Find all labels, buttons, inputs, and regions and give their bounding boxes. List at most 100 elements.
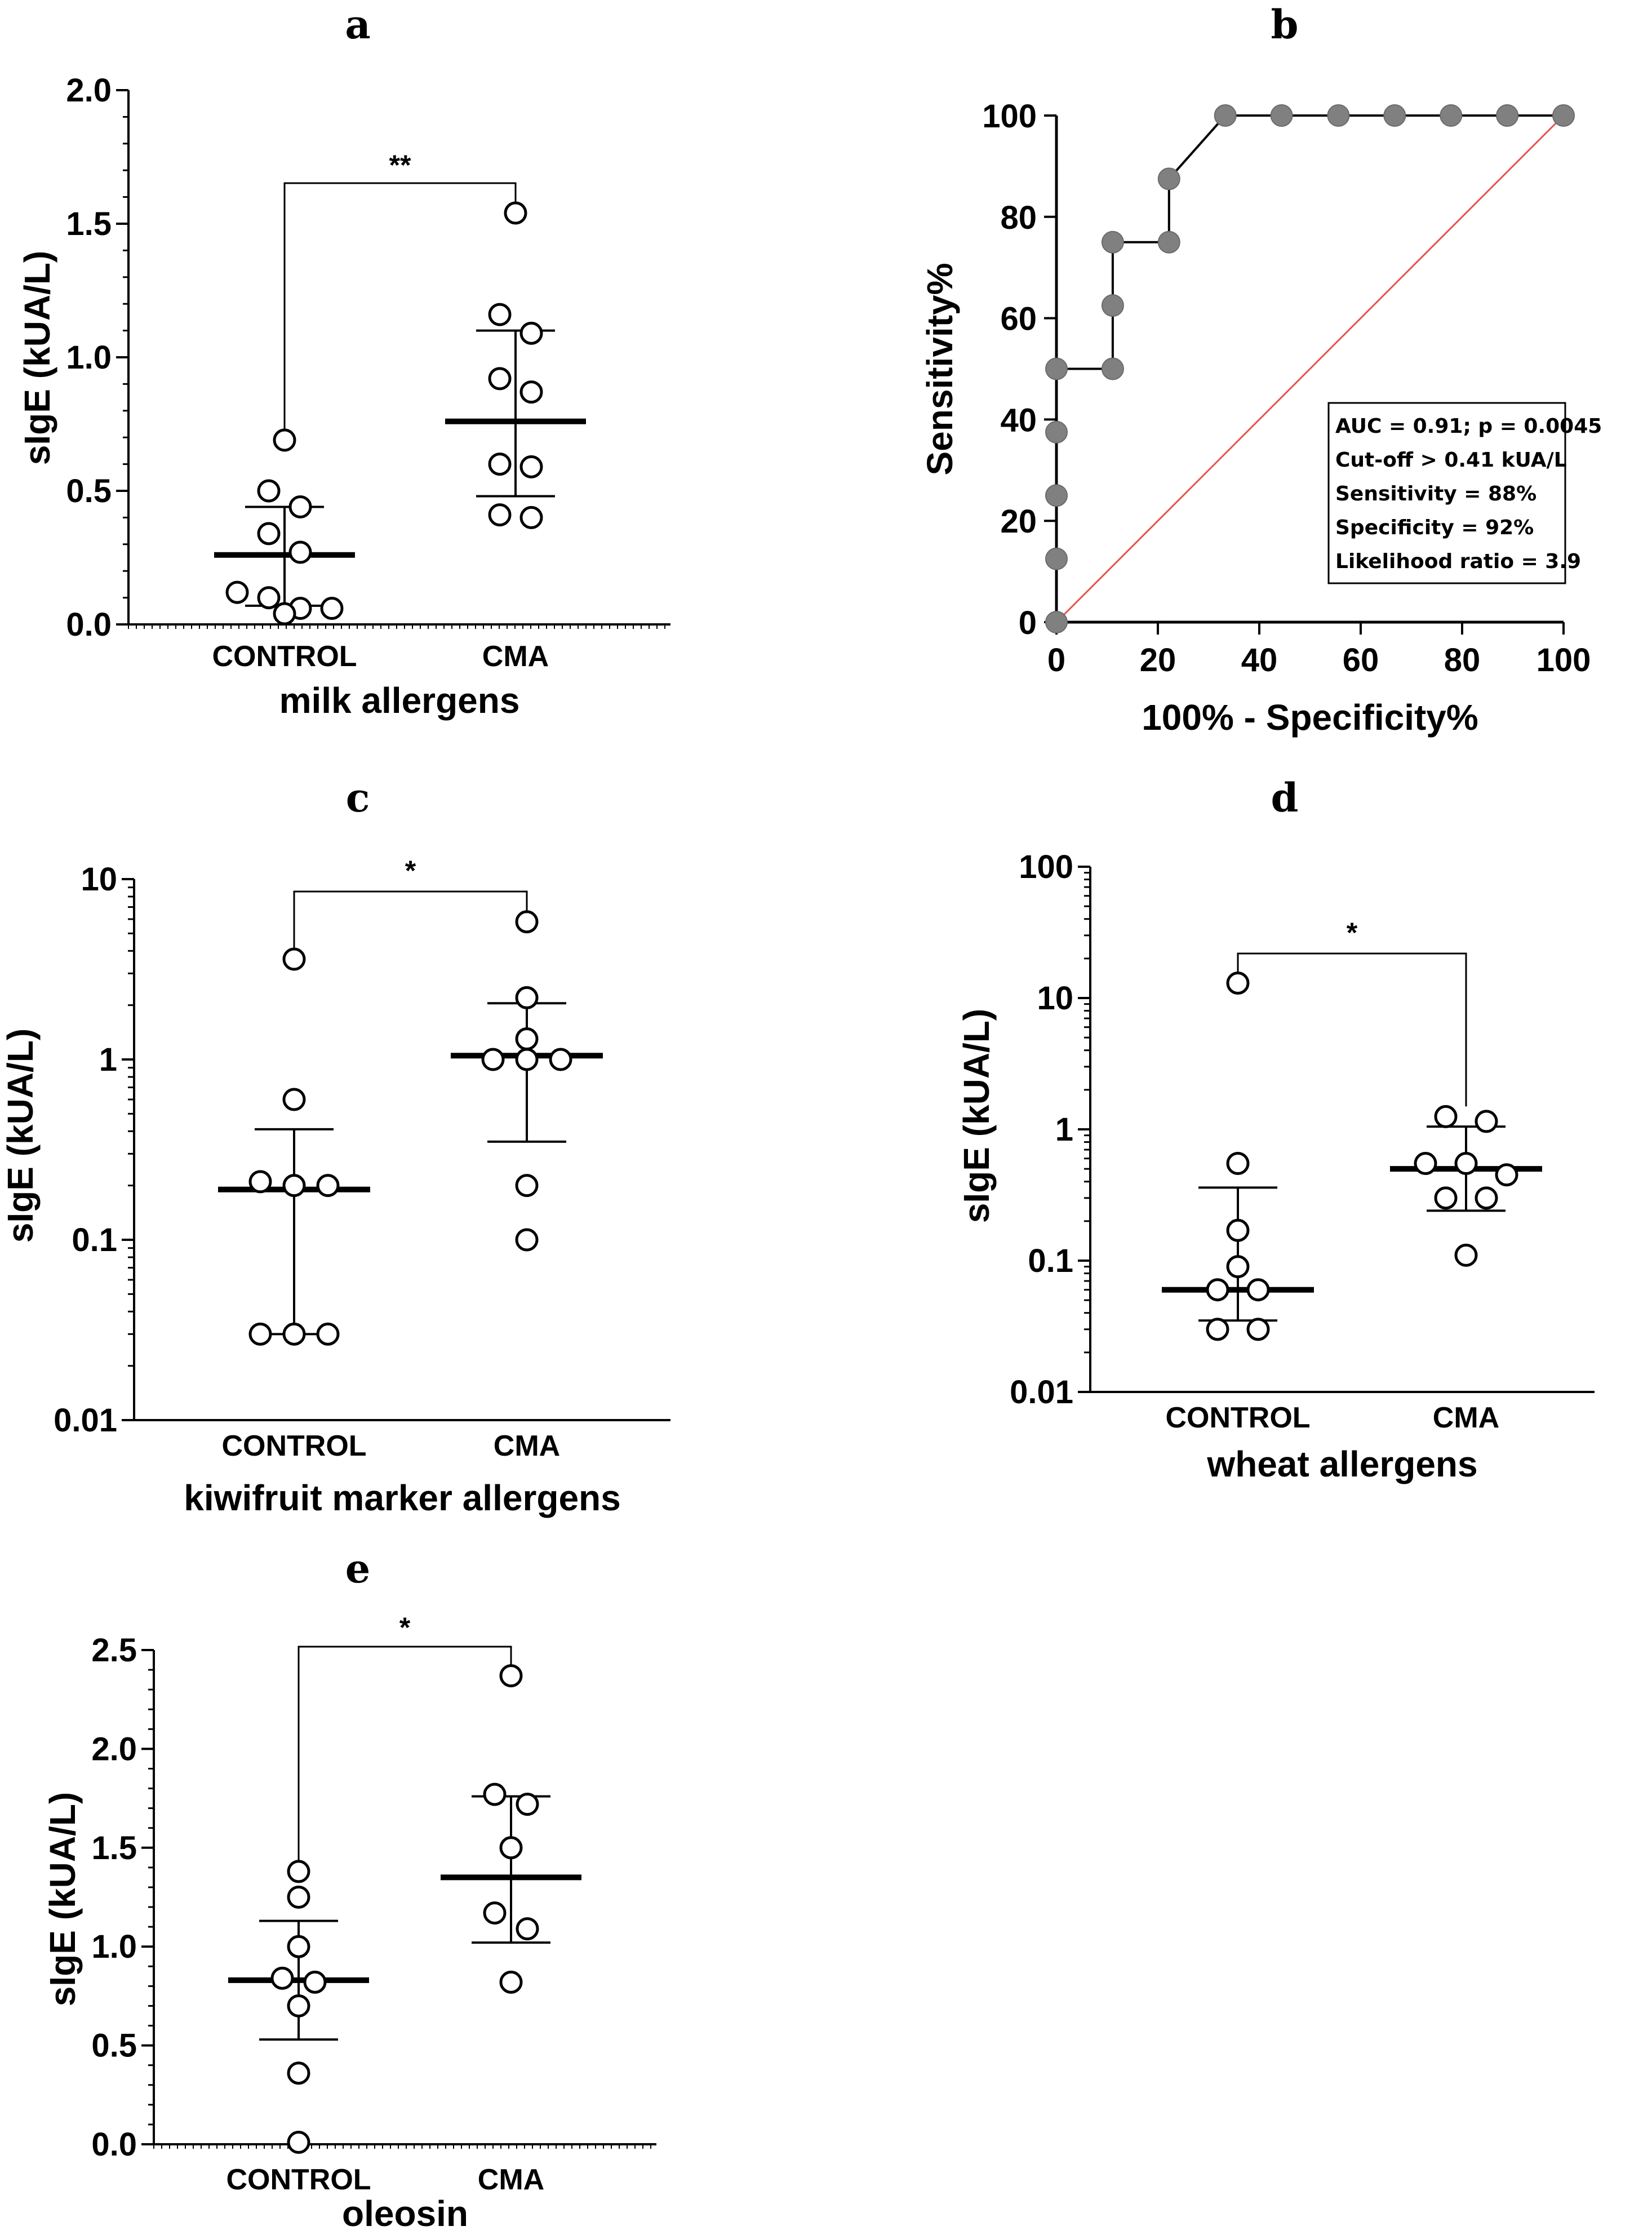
y-tick-label: 60 — [1000, 301, 1037, 338]
x-category-label: CONTROL — [212, 640, 357, 673]
x-category-label: CONTROL — [1165, 1402, 1310, 1434]
y-axis-title: sIgE (kUA/L) — [0, 1028, 41, 1243]
data-point — [515, 1048, 539, 1071]
data-point — [1434, 1186, 1458, 1210]
x-axis-title: oleosin — [342, 2193, 468, 2234]
x-tick-label: 100 — [1536, 642, 1591, 679]
data-point — [273, 428, 296, 452]
data-point — [287, 2130, 310, 2154]
data-point — [282, 947, 306, 971]
data-point — [288, 495, 312, 518]
significance-label: ** — [389, 149, 411, 181]
x-tick-label: 60 — [1343, 642, 1379, 679]
y-tick-label: 0.5 — [91, 2028, 137, 2064]
roc-point — [1045, 420, 1068, 444]
y-axis-title: sIgE (kUA/L) — [17, 251, 57, 465]
data-point — [499, 1970, 523, 1994]
data-point — [488, 453, 512, 476]
y-tick-label: 0.01 — [1010, 1374, 1073, 1411]
y-tick-label: 1 — [1055, 1111, 1073, 1148]
data-point — [488, 367, 512, 391]
data-point — [519, 455, 543, 478]
roc-point — [1101, 357, 1124, 380]
data-point — [1434, 1105, 1458, 1128]
stats-line: Specificity = 92% — [1335, 516, 1534, 539]
data-point — [1495, 1163, 1518, 1187]
significance-bracket — [293, 890, 528, 949]
data-point — [287, 1860, 310, 1883]
data-point — [488, 303, 512, 326]
y-tick-label: 0.0 — [66, 606, 112, 643]
roc-point — [1157, 230, 1180, 254]
significance-label: * — [1347, 917, 1358, 948]
y-tick-label: 0.0 — [91, 2126, 137, 2163]
data-point — [1206, 1318, 1229, 1341]
panel-d-wheat-allergens: 0.01 0.1 1 10 100 CONTROL CMA wheat allergens sI… — [956, 849, 1595, 1484]
roc-point — [1440, 104, 1463, 127]
y-tick-label: 100 — [1019, 849, 1073, 885]
data-point — [1475, 1110, 1498, 1133]
data-point — [316, 1322, 340, 1346]
x-axis-title: 100% - Specificity% — [1142, 697, 1478, 738]
stats-line: Cut-off > 0.41 kUA/L — [1335, 449, 1567, 472]
stats-line: Likelihood ratio = 3.9 — [1335, 550, 1581, 573]
data-point — [225, 580, 249, 604]
x-category-label: CMA — [478, 2163, 544, 2196]
stats-line: AUC = 0.91; p = 0.0045 — [1335, 415, 1602, 438]
significance-bracket — [283, 182, 517, 430]
data-point — [483, 1901, 507, 1925]
x-axis-title: milk allergens — [279, 680, 520, 721]
data-point — [499, 1664, 523, 1688]
data-point — [1226, 971, 1250, 995]
x-category-label: CONTROL — [221, 1430, 366, 1462]
data-point — [488, 503, 512, 527]
data-point — [481, 1048, 505, 1071]
data-point — [483, 1782, 507, 1806]
x-tick-label: 0 — [1047, 642, 1065, 679]
data-point — [1246, 1318, 1270, 1341]
y-tick-label: 20 — [1000, 503, 1037, 540]
roc-point — [1552, 104, 1575, 127]
data-point — [519, 380, 543, 404]
y-tick-label: 1 — [99, 1041, 117, 1078]
data-point — [248, 1322, 272, 1346]
roc-point — [1101, 230, 1124, 254]
significance-label: * — [405, 855, 416, 886]
data-point — [288, 540, 312, 564]
panel-letter-d: d — [1271, 774, 1299, 821]
data-point — [515, 1027, 539, 1051]
data-point — [504, 201, 527, 225]
data-point — [516, 1917, 539, 1941]
reference-diagonal-line — [1055, 114, 1565, 623]
roc-point — [1045, 484, 1068, 507]
data-point — [1206, 1278, 1229, 1302]
roc-point — [1045, 611, 1068, 633]
data-point — [549, 1048, 572, 1071]
y-tick-label: 0.01 — [54, 1402, 117, 1439]
panel-e-oleosin: 0.0 0.5 1.0 1.5 2.0 2.5 CONTROL CMA oleosin sIgE … — [42, 1612, 656, 2234]
x-tick-label: 80 — [1444, 642, 1481, 679]
data-point — [320, 597, 344, 620]
data-point — [273, 602, 296, 626]
y-tick-label: 10 — [81, 861, 117, 898]
data-point — [1226, 1151, 1250, 1175]
significance-label: * — [399, 1612, 411, 1643]
y-tick-label: 0 — [1019, 605, 1037, 641]
panel-a-milk-allergens: 0.0 0.5 1.0 1.5 2.0 CONTROL CMA milk allergens s… — [17, 72, 670, 721]
panel-letter-e: e — [345, 1545, 371, 1592]
x-category-label: CONTROL — [226, 2163, 371, 2196]
data-point — [519, 321, 543, 345]
data-point — [257, 522, 281, 546]
y-tick-label: 100 — [982, 98, 1037, 135]
data-point — [287, 2061, 310, 2085]
data-point — [1226, 1218, 1250, 1242]
x-axis-title: wheat allergens — [1206, 1444, 1477, 1484]
data-point — [1246, 1278, 1270, 1302]
data-point — [519, 505, 543, 529]
data-point — [287, 1886, 310, 1909]
y-tick-label: 40 — [1000, 402, 1037, 438]
data-point — [515, 986, 539, 1009]
y-axis-title: sIgE (kUA/L) — [956, 1009, 997, 1223]
y-tick-label: 1.5 — [66, 206, 112, 242]
y-tick-label: 1.5 — [91, 1830, 137, 1866]
